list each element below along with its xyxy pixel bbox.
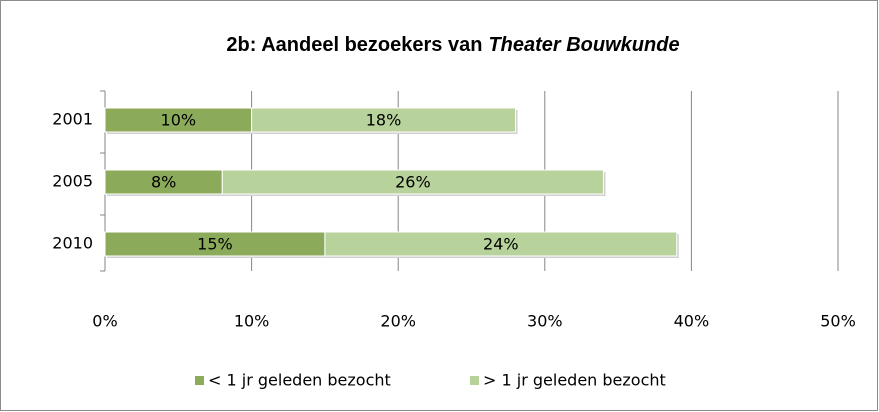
- bar-segment: [221, 169, 604, 195]
- y-tick-label: 2010: [52, 234, 93, 253]
- legend-label: < 1 jr geleden bezocht: [208, 371, 391, 390]
- x-tick-label: 20%: [380, 312, 416, 331]
- y-tick-label: 2005: [52, 172, 93, 191]
- x-tick-label: 0%: [92, 312, 117, 331]
- value-label: 18%: [366, 111, 402, 130]
- chart-title: 2b: Aandeel bezoekers van Theater Bouwkun…: [226, 34, 679, 56]
- value-label: 10%: [161, 111, 197, 130]
- title-part: 2b: Aandeel bezoekers van: [226, 34, 482, 56]
- bar-segment: [104, 169, 223, 195]
- value-label: 26%: [395, 173, 431, 192]
- legend-label: > 1 jr geleden bezocht: [483, 371, 666, 390]
- bar-segment: [251, 107, 516, 133]
- x-tick-label: 30%: [527, 312, 563, 331]
- x-tick-label: 50%: [820, 312, 856, 331]
- y-tick-label: 2001: [52, 110, 93, 129]
- x-tick-label: 40%: [674, 312, 710, 331]
- legend-swatch: [470, 376, 479, 385]
- x-tick-label: 10%: [234, 312, 270, 331]
- bar-segment: [324, 231, 678, 257]
- value-label: 15%: [197, 235, 233, 254]
- title-part-italic: Theater Bouwkunde: [488, 34, 679, 56]
- value-label: 8%: [151, 173, 176, 192]
- legend-swatch: [195, 376, 204, 385]
- value-label: 24%: [483, 235, 519, 254]
